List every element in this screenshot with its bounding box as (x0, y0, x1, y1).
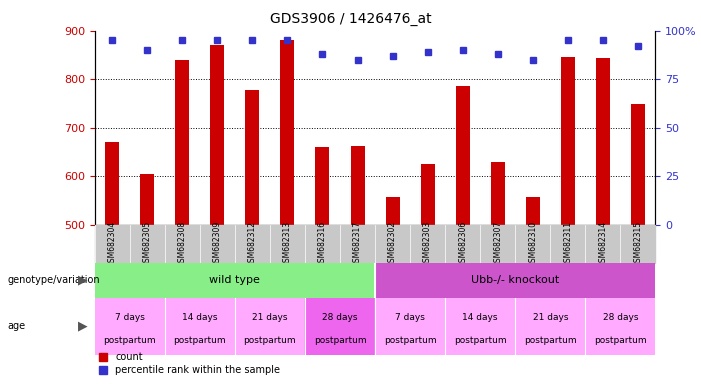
Bar (235, 298, 305, 355)
Bar (561, 57, 575, 225)
Text: age: age (7, 321, 25, 331)
Text: GSM682309: GSM682309 (213, 221, 222, 267)
Text: postpartum: postpartum (383, 336, 437, 345)
Text: 21 days: 21 days (252, 313, 287, 322)
Bar (375, 298, 445, 355)
Text: 28 days: 28 days (603, 313, 638, 322)
Text: postpartum: postpartum (243, 336, 297, 345)
Text: GDS3906 / 1426476_at: GDS3906 / 1426476_at (270, 12, 431, 25)
Text: GSM682305: GSM682305 (143, 221, 151, 267)
Text: GSM682303: GSM682303 (423, 221, 432, 267)
Bar (245, 90, 259, 225)
Bar (105, 142, 119, 225)
Text: postpartum: postpartum (173, 336, 226, 345)
Bar (375, 263, 655, 298)
Text: GSM682312: GSM682312 (248, 221, 257, 267)
Bar (526, 197, 540, 225)
Bar (210, 45, 224, 225)
Text: GSM682317: GSM682317 (353, 221, 362, 267)
Text: 14 days: 14 days (463, 313, 498, 322)
Bar (140, 174, 154, 225)
Text: Ubb-/- knockout: Ubb-/- knockout (471, 275, 559, 285)
Text: ▶: ▶ (78, 274, 88, 287)
Text: GSM682311: GSM682311 (564, 221, 572, 267)
Text: wild type: wild type (210, 275, 260, 285)
Text: postpartum: postpartum (524, 336, 577, 345)
Text: GSM682306: GSM682306 (458, 221, 467, 267)
Bar (95, 298, 165, 355)
Bar (631, 104, 645, 225)
Text: GSM682316: GSM682316 (318, 221, 327, 267)
Text: GSM682304: GSM682304 (108, 221, 116, 267)
Text: GSM682313: GSM682313 (283, 221, 292, 267)
Bar (585, 298, 655, 355)
Bar (445, 298, 515, 355)
Bar (350, 146, 365, 225)
Text: 21 days: 21 days (533, 313, 568, 322)
Text: genotype/variation: genotype/variation (7, 275, 100, 285)
Text: GSM682308: GSM682308 (178, 221, 186, 267)
Text: GSM682314: GSM682314 (599, 221, 607, 267)
Text: postpartum: postpartum (454, 336, 507, 345)
Legend: count, percentile rank within the sample: count, percentile rank within the sample (100, 353, 280, 375)
Text: GSM682307: GSM682307 (494, 221, 502, 267)
Text: postpartum: postpartum (313, 336, 367, 345)
Bar (596, 58, 610, 225)
Text: postpartum: postpartum (103, 336, 156, 345)
Text: 7 days: 7 days (395, 313, 425, 322)
Bar (165, 298, 235, 355)
Text: 14 days: 14 days (182, 313, 217, 322)
Text: 28 days: 28 days (322, 313, 358, 322)
Bar (95, 263, 375, 298)
Bar (491, 162, 505, 225)
Text: GSM682310: GSM682310 (529, 221, 537, 267)
Text: ▶: ▶ (78, 320, 88, 333)
Bar (175, 60, 189, 225)
Bar (515, 298, 585, 355)
Text: 7 days: 7 days (115, 313, 144, 322)
Text: postpartum: postpartum (594, 336, 647, 345)
Bar (315, 147, 329, 225)
Bar (386, 197, 400, 225)
Bar (456, 86, 470, 225)
Text: GSM682315: GSM682315 (634, 221, 642, 267)
Bar (305, 298, 375, 355)
Bar (421, 164, 435, 225)
Bar (280, 40, 294, 225)
Text: GSM682302: GSM682302 (388, 221, 397, 267)
